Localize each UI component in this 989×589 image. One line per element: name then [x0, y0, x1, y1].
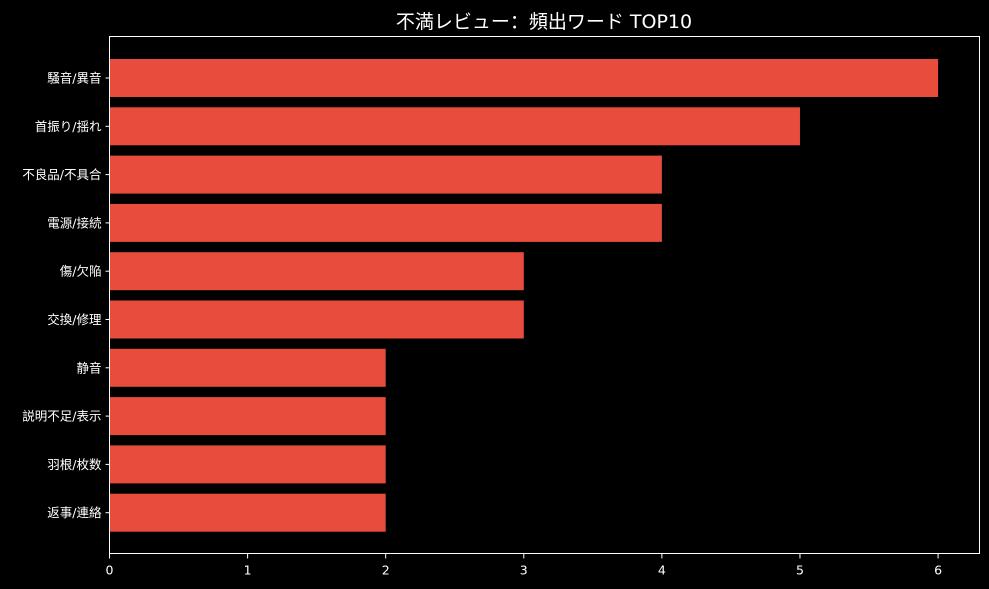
- y-tick-label: 静音: [76, 360, 101, 375]
- bar-4: [109, 252, 524, 291]
- x-tick-label: 3: [520, 563, 528, 578]
- plot-frame: [109, 36, 980, 554]
- y-tick-label: 交換/修理: [47, 312, 102, 327]
- y-tick-label: 騒音/異音: [47, 71, 101, 86]
- y-tick-label: 説明不足/表示: [22, 409, 101, 424]
- x-tick-label: 0: [106, 563, 114, 578]
- x-axis-ticks: 0 1 2 3 4 5 6: [106, 553, 942, 578]
- y-tick-label: 首振り/揺れ: [35, 119, 102, 134]
- y-tick-label: 返事/連絡: [47, 505, 102, 520]
- y-tick-label: 電源/接続: [47, 215, 102, 230]
- bar-1: [109, 107, 800, 146]
- bar-9: [109, 493, 386, 532]
- bar-8: [109, 445, 386, 484]
- bar-2: [109, 155, 662, 194]
- y-tick-label: 傷/欠陥: [60, 264, 102, 279]
- bar-6: [109, 348, 386, 387]
- y-tick-label: 不良品/不具合: [22, 167, 102, 182]
- bar-5: [109, 300, 524, 339]
- x-tick-label: 4: [658, 563, 666, 578]
- y-axis-labels: 騒音/異音首振り/揺れ不良品/不具合電源/接続傷/欠陥交換/修理静音説明不足/表…: [22, 71, 110, 520]
- x-tick-label: 5: [796, 563, 804, 578]
- bar-7: [109, 397, 386, 436]
- x-tick-label: 1: [244, 563, 252, 578]
- y-tick-label: 羽根/枚数: [47, 457, 102, 472]
- chart-title: 不満レビュー：頻出ワード TOP10: [396, 11, 692, 33]
- bar-3: [109, 203, 662, 242]
- bar-0: [109, 59, 939, 97]
- bar-series: [109, 59, 939, 532]
- x-tick-label: 6: [934, 563, 942, 578]
- x-tick-label: 2: [382, 563, 390, 578]
